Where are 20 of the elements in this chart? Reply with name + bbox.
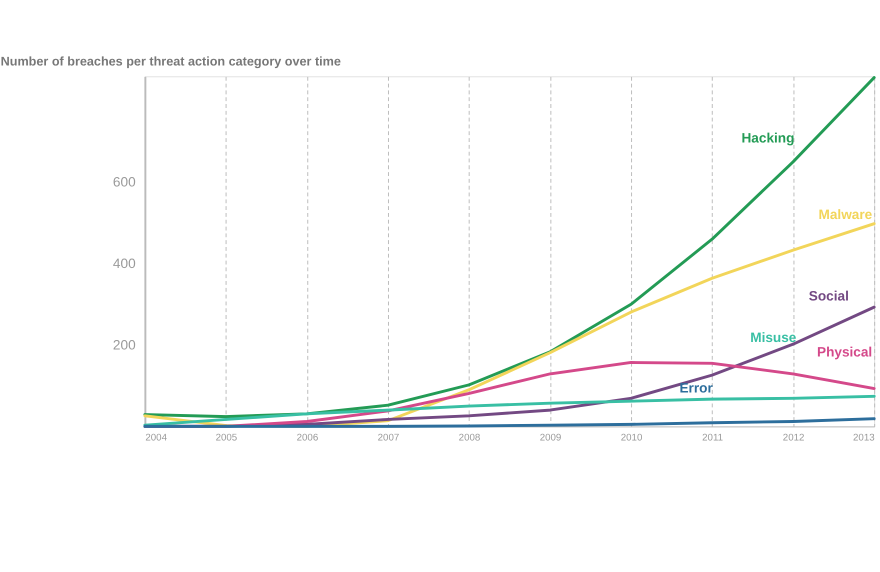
y-tick-label: 200 [112,337,136,352]
x-tick-label: 2010 [620,432,643,444]
x-tick-label: 2009 [540,432,562,444]
x-tick-label: 2004 [145,432,168,444]
chart-title: Number of breaches per threat action category over time [0,54,341,68]
y-tick-label: 600 [112,174,136,190]
series-label: Physical [816,344,872,360]
x-tick-label: 2005 [216,432,238,444]
y-tick-label: 400 [112,256,136,271]
text: Error [679,380,714,396]
x-tick-label: 2007 [378,432,400,444]
series-label: Malware [818,206,873,222]
x-tick-label: 2012 [782,432,804,444]
series-label: Social [808,288,849,304]
x-tick-label: 2006 [296,432,318,444]
series-label: Hacking [741,130,794,146]
text: Misuse [750,330,797,345]
x-tick-label: 2011 [702,432,724,444]
x-tick-label: 2013 [853,432,875,444]
x-tick-label: 2008 [458,432,480,444]
